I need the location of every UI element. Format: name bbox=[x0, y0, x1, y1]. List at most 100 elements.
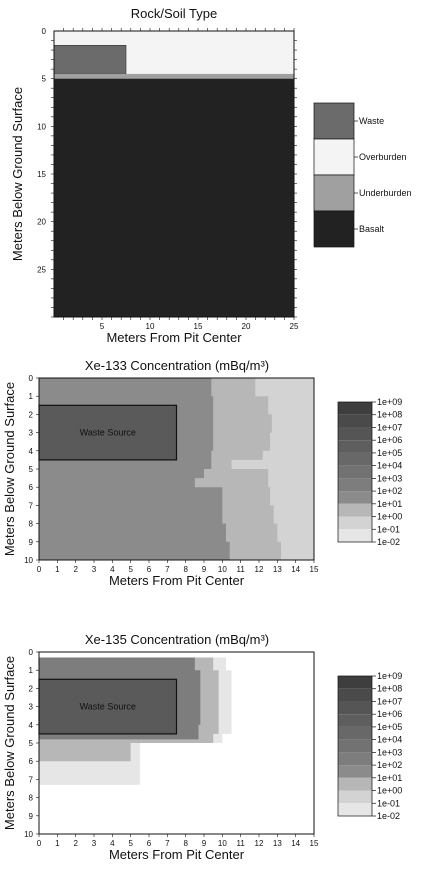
chart3-colorbar-label: 1e+09 bbox=[377, 671, 402, 681]
chart1-x-tick-label: 15 bbox=[194, 322, 203, 331]
colorbar-band bbox=[338, 478, 372, 492]
legend-label-waste: Waste bbox=[359, 116, 384, 126]
chart3-colorbar-label: 1e+06 bbox=[377, 709, 402, 719]
chart2-colorbar-label: 1e+06 bbox=[377, 435, 402, 445]
chart3-y-tick-label: 2 bbox=[29, 684, 34, 693]
region-basalt bbox=[54, 78, 294, 318]
colorbar-band bbox=[338, 676, 372, 689]
chart1-y-tick-label: 20 bbox=[37, 218, 46, 227]
colorbar-band bbox=[338, 726, 372, 740]
colorbar-band bbox=[338, 516, 372, 530]
colorbar-band bbox=[338, 427, 372, 441]
legend-label-basalt: Basalt bbox=[359, 224, 385, 234]
chart3-colorbar-label: 1e+03 bbox=[377, 747, 402, 757]
chart2-y-tick-label: 2 bbox=[29, 410, 34, 419]
colorbar-band bbox=[338, 765, 372, 778]
chart3-x-tick-label: 0 bbox=[37, 839, 42, 848]
chart3-x-tick-label: 10 bbox=[218, 839, 227, 848]
chart3-colorbar-label: 1e+01 bbox=[377, 773, 402, 783]
chart3-colorbar-label: 1e+02 bbox=[377, 760, 402, 770]
colorbar-band bbox=[338, 752, 372, 766]
chart3-y-tick-label: 5 bbox=[29, 739, 34, 748]
region-waste bbox=[53, 44, 127, 75]
chart2-y-tick-label: 8 bbox=[29, 520, 34, 529]
colorbar-band bbox=[338, 688, 372, 702]
chart1-y-tick-label: 25 bbox=[37, 265, 46, 274]
chart2-y-tick-label: 4 bbox=[29, 447, 34, 456]
chart2-colorbar-label: 1e-02 bbox=[377, 537, 400, 547]
chart2-x-tick-label: 13 bbox=[273, 565, 282, 574]
legend-swatch-basalt bbox=[313, 210, 355, 248]
chart3-x-tick-label: 3 bbox=[92, 839, 97, 848]
chart2-colorbar-label: 1e+03 bbox=[377, 473, 402, 483]
colorbar-band bbox=[338, 790, 372, 804]
chart2-colorbar-label: 1e+08 bbox=[377, 410, 402, 420]
chart3-x-tick-label: 14 bbox=[291, 839, 300, 848]
chart2-colorbar-frame bbox=[337, 401, 373, 543]
colorbar-band bbox=[338, 529, 372, 542]
chart2-colorbar-label: 1e+01 bbox=[377, 499, 402, 509]
chart2-colorbar-label: 1e-01 bbox=[377, 524, 400, 534]
chart2-x-tick-label: 5 bbox=[128, 565, 133, 574]
chart2-y-axis-label: Meters Below Ground Surface bbox=[2, 382, 17, 556]
chart2-colorbar-label: 1e+05 bbox=[377, 448, 402, 458]
chart3-x-tick-label: 5 bbox=[128, 839, 133, 848]
chart1-x-tick-label: 20 bbox=[242, 322, 251, 331]
chart3-x-tick-label: 12 bbox=[255, 839, 264, 848]
chart2-x-tick-label: 4 bbox=[110, 565, 115, 574]
chart3-y-tick-label: 9 bbox=[29, 812, 34, 821]
chart3-colorbar-frame bbox=[337, 675, 373, 817]
colorbar-band bbox=[338, 701, 372, 715]
chart3-x-tick-label: 1 bbox=[55, 839, 60, 848]
chart2-y-tick-label: 1 bbox=[29, 392, 34, 401]
chart2-x-tick-label: 7 bbox=[165, 565, 170, 574]
chart2-x-tick-label: 10 bbox=[218, 565, 227, 574]
chart3-y-tick-label: 7 bbox=[29, 775, 34, 784]
legend-swatch-underburden bbox=[313, 174, 355, 212]
colorbar-band bbox=[338, 777, 372, 791]
chart1-x-tick-label: 10 bbox=[146, 322, 155, 331]
chart3-y-tick-label: 10 bbox=[24, 830, 33, 839]
chart2-x-tick-label: 12 bbox=[255, 565, 264, 574]
chart1-x-tick-label: 5 bbox=[100, 322, 105, 331]
chart1-y-tick-label: 10 bbox=[37, 122, 46, 131]
chart2-x-axis-label: Meters From Pit Center bbox=[109, 573, 245, 588]
chart3-x-tick-label: 15 bbox=[310, 839, 319, 848]
chart2-colorbar-label: 1e+02 bbox=[377, 486, 402, 496]
chart3-y-tick-label: 0 bbox=[29, 648, 34, 657]
colorbar-band bbox=[338, 739, 372, 753]
chart2-x-tick-label: 2 bbox=[73, 565, 78, 574]
chart3-x-tick-label: 13 bbox=[273, 839, 282, 848]
chart2-y-tick-label: 3 bbox=[29, 429, 34, 438]
chart3-x-tick-label: 8 bbox=[183, 839, 188, 848]
chart2-colorbar-label: 1e+00 bbox=[377, 512, 402, 522]
chart3-y-tick-label: 3 bbox=[29, 703, 34, 712]
chart1-title: Rock/Soil Type bbox=[131, 6, 217, 21]
colorbar-band bbox=[338, 491, 372, 504]
chart3-colorbar-label: 1e+08 bbox=[377, 684, 402, 694]
chart3-x-tick-label: 2 bbox=[73, 839, 78, 848]
chart3-colorbar-label: 1e+07 bbox=[377, 696, 402, 706]
chart2-waste-source-label: Waste Source bbox=[80, 428, 136, 438]
chart2-x-tick-label: 15 bbox=[310, 565, 319, 574]
chart3-colorbar-label: 1e+04 bbox=[377, 735, 402, 745]
chart2-x-tick-label: 8 bbox=[183, 565, 188, 574]
legend-swatch-overburden bbox=[313, 138, 355, 176]
colorbar-band bbox=[338, 714, 372, 727]
chart3-x-tick-label: 7 bbox=[165, 839, 170, 848]
chart3-x-tick-label: 11 bbox=[237, 839, 246, 848]
chart2-y-tick-label: 10 bbox=[24, 556, 33, 565]
chart3-colorbar-label: 1e-01 bbox=[377, 798, 400, 808]
chart2-y-tick-label: 6 bbox=[29, 483, 34, 492]
chart3-x-tick-label: 4 bbox=[110, 839, 115, 848]
chart2-x-tick-label: 11 bbox=[237, 565, 246, 574]
chart2-x-tick-label: 6 bbox=[147, 565, 152, 574]
chart3-x-axis-label: Meters From Pit Center bbox=[109, 847, 245, 862]
region-underburden bbox=[54, 73, 294, 79]
chart2-title: Xe-133 Concentration (mBq/m³) bbox=[85, 358, 269, 373]
chart3-y-tick-label: 6 bbox=[29, 757, 34, 766]
colorbar-band bbox=[338, 503, 372, 517]
chart3-y-tick-label: 8 bbox=[29, 794, 34, 803]
